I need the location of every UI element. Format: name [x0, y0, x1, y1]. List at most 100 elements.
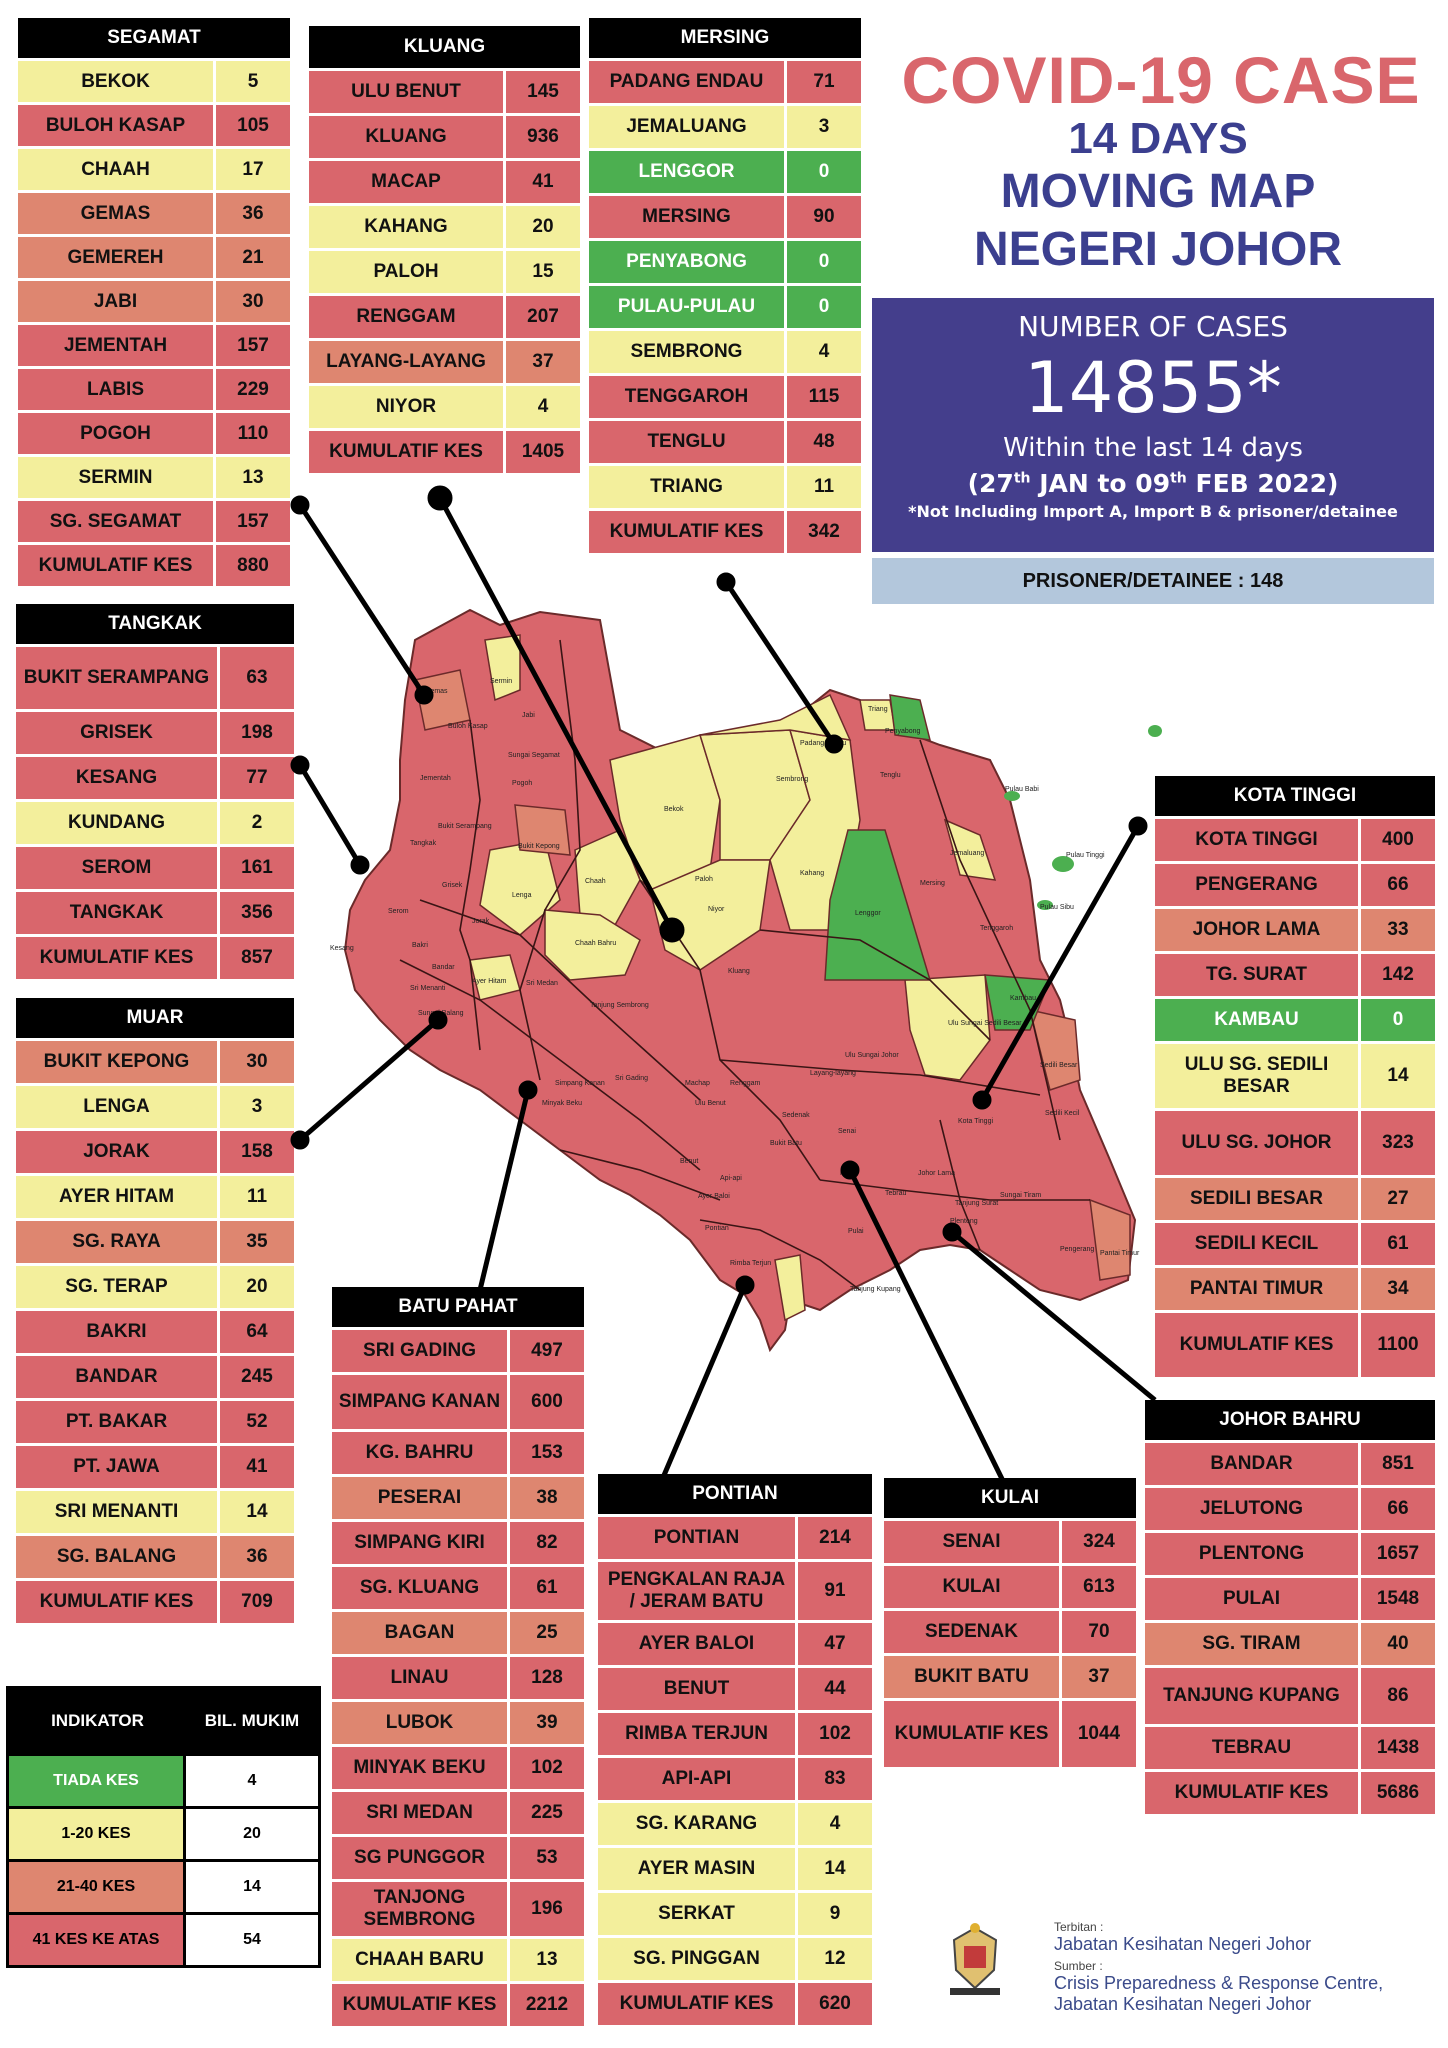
mukim-name: TANJONG SEMBRONG — [363, 1887, 476, 1930]
mukim-row: KUMULATIF KES 5686 — [1145, 1769, 1435, 1814]
map-region-paloh — [699, 729, 811, 861]
legend-indicator: 21-40 KES — [9, 1862, 186, 1912]
mukim-row: PULAI 1548 — [1145, 1575, 1435, 1620]
map-label: Senai — [838, 1128, 856, 1135]
mukim-cases: 9 — [795, 1893, 872, 1935]
mukim-name: BAGAN — [384, 1622, 455, 1644]
footer-label-publisher: Terbitan : — [1054, 1920, 1104, 1934]
mukim-name: PONTIAN — [653, 1527, 740, 1549]
map-label: Rimba Terjun — [730, 1260, 772, 1267]
mukim-name: TENGLU — [647, 431, 726, 453]
mukim-name: SG. BALANG — [56, 1546, 177, 1568]
mukim-name: GEMAS — [80, 202, 151, 224]
mukim-row: BEKOK 5 — [18, 58, 290, 102]
map-label: Jemaluang — [950, 850, 985, 857]
map-borders — [399, 639, 1090, 1291]
map-label: Tenglu — [880, 772, 901, 779]
mukim-cases: 36 — [213, 193, 290, 234]
mukim-row: PT. BAKAR 52 — [16, 1398, 294, 1443]
mukim-row: RIMBA TERJUN 102 — [598, 1710, 872, 1755]
map-label: Penyabong — [885, 728, 921, 735]
mukim-name: PENGERANG — [1195, 874, 1318, 896]
mukim-row: PENYABONG 0 — [589, 238, 861, 283]
mukim-cases: 1044 — [1059, 1701, 1136, 1767]
mukim-name: BANDAR — [1210, 1453, 1293, 1475]
map-label: Pengerang — [1060, 1246, 1095, 1253]
mukim-row: TANGKAK 356 — [16, 889, 294, 934]
mukim-cases: 110 — [213, 413, 290, 454]
mukim-row: KUMULATIF KES 342 — [589, 508, 861, 553]
mukim-name: TANGKAK — [69, 902, 164, 924]
title-line3: MOVING MAP — [1000, 165, 1316, 218]
map-label: Jementah — [420, 775, 451, 782]
map-label: Sungai Balang — [418, 1010, 464, 1017]
district-table-pontian: PONTIAN PONTIAN 214 PENGKALAN RAJA / JERAM … — [598, 1474, 872, 2025]
legend-row: 41 KES KE ATAS 54 — [9, 1912, 318, 1965]
mukim-name: SRI MEDAN — [366, 1802, 473, 1824]
mukim-name: SERKAT — [658, 1903, 735, 1925]
mukim-row: PANTAI TIMUR 34 — [1155, 1265, 1435, 1310]
mukim-cases: 11 — [784, 466, 861, 508]
mukim-cases: 198 — [217, 712, 294, 754]
legend-row: 21-40 KES 14 — [9, 1859, 318, 1912]
mukim-name: ULU SG. JOHOR — [1181, 1132, 1332, 1154]
mukim-cases: 142 — [1358, 954, 1435, 996]
mukim-row: TANJUNG KUPANG 86 — [1145, 1665, 1435, 1724]
mukim-name: SRI MENANTI — [54, 1501, 179, 1523]
mukim-name: LAYANG-LAYANG — [326, 351, 486, 373]
crest-emblem — [944, 1920, 1006, 2000]
mukim-cases: 161 — [217, 847, 294, 889]
mukim-row: BUKIT BATU 37 — [884, 1653, 1136, 1698]
mukim-row: TEBRAU 1438 — [1145, 1724, 1435, 1769]
mukim-name: SG. TIRAM — [1202, 1633, 1301, 1655]
mukim-name: KUMULATIF KES — [39, 947, 194, 969]
mukim-cases: 61 — [1358, 1223, 1435, 1265]
mukim-cases: 157 — [213, 325, 290, 366]
mukim-row: TG. SURAT 142 — [1155, 951, 1435, 996]
map-label: Sembrong — [776, 776, 809, 783]
map-label: Bekok — [664, 806, 684, 813]
mukim-row: KUMULATIF KES 1405 — [309, 428, 580, 473]
mukim-row: KAMBAU 0 — [1155, 996, 1435, 1041]
mukim-name: PESERAI — [377, 1487, 462, 1509]
mukim-name: MACAP — [371, 171, 441, 193]
title-line4: NEGERI JOHOR — [973, 223, 1343, 276]
mukim-row: JEMENTAH 157 — [18, 322, 290, 366]
mukim-cases: 4 — [795, 1803, 872, 1845]
mukim-cases: 61 — [507, 1567, 584, 1609]
mukim-row: POGOH 110 — [18, 410, 290, 454]
mukim-name: MINYAK BEKU — [353, 1757, 486, 1779]
mukim-cases: 41 — [503, 161, 580, 203]
mukim-name: SENAI — [942, 1531, 1001, 1553]
mukim-name: SEROM — [81, 857, 152, 879]
mukim-row: LAYANG-LAYANG 37 — [309, 338, 580, 383]
mukim-name: PALOH — [373, 261, 439, 283]
district-header: MERSING — [589, 18, 861, 58]
mukim-cases: 620 — [795, 1983, 872, 2025]
district-table-kulai: KULAI SENAI 324 KULAI 613 SEDENAK 70 BUKIT BATU… — [884, 1478, 1136, 1767]
mukim-name: PANTAI TIMUR — [1189, 1278, 1324, 1300]
mukim-name: AYER BALOI — [638, 1633, 755, 1655]
mukim-name: KG. BAHRU — [365, 1442, 474, 1464]
legend-indicator: 1-20 KES — [9, 1809, 186, 1859]
cases-summary-box: NUMBER OF CASES 14855* Within the last 1… — [872, 298, 1434, 552]
mukim-row: KUMULATIF KES 857 — [16, 934, 294, 979]
mukim-name: SEDILI KECIL — [1194, 1233, 1319, 1255]
mukim-cases: 66 — [1358, 1488, 1435, 1530]
mukim-name: SEMBRONG — [630, 341, 743, 363]
map-label: Api-api — [720, 1175, 742, 1182]
cases-range: (27th JAN to 09th FEB 2022) — [967, 469, 1339, 498]
mukim-row: SIMPANG KIRI 82 — [332, 1519, 584, 1564]
mukim-row: RENGGAM 207 — [309, 293, 580, 338]
mukim-name: KUMULATIF KES — [619, 1993, 774, 2015]
mukim-cases: 245 — [217, 1356, 294, 1398]
mukim-cases: 36 — [217, 1536, 294, 1578]
mukim-row: SRI GADING 497 — [332, 1327, 584, 1372]
mukim-row: KUMULATIF KES 620 — [598, 1980, 872, 2025]
mukim-cases: 11 — [217, 1176, 294, 1218]
mukim-cases: 0 — [784, 286, 861, 328]
mukim-name: LINAU — [390, 1667, 449, 1689]
mukim-cases: 14 — [1358, 1044, 1435, 1108]
mukim-name: BUKIT BATU — [914, 1666, 1029, 1688]
map-label: Kulai — [840, 1170, 856, 1177]
